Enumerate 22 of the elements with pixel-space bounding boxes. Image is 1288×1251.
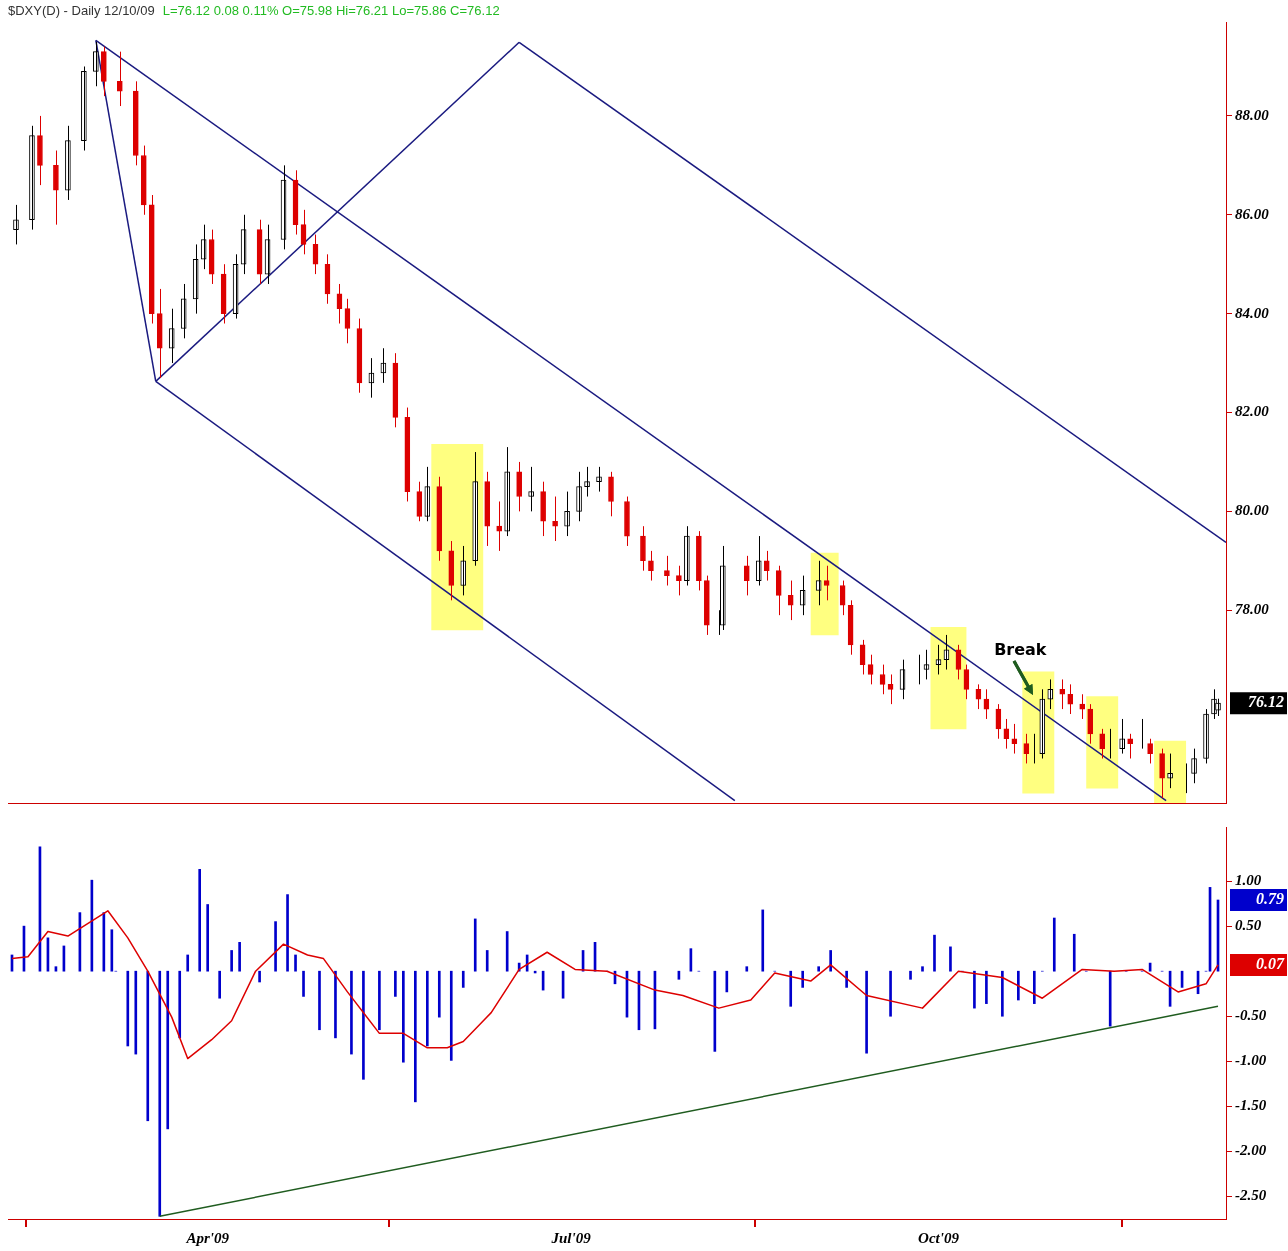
y-tick-label: 84.00 xyxy=(1235,304,1270,321)
y-tick-label: -0.50 xyxy=(1235,1007,1267,1024)
y-tick-label: -2.00 xyxy=(1235,1142,1267,1159)
annotation: Break xyxy=(994,640,1047,660)
y-tick-label: 80.00 xyxy=(1235,502,1270,519)
y-tick-label: 1.00 xyxy=(1235,871,1262,888)
chart-title: $DXY(D) - Daily 12/10/09 xyxy=(8,3,155,18)
y-tick-label: -1.50 xyxy=(1235,1097,1267,1114)
y-tick-label: -2.50 xyxy=(1235,1187,1267,1204)
text: 0.07 xyxy=(1256,955,1285,973)
y-tick-label: -1.00 xyxy=(1235,1052,1267,1069)
chart-subtitle: L=76.12 0.08 0.11% O=75.98 Hi=76.21 Lo=75.86 C=76.12 xyxy=(162,3,500,18)
text: 76.12 xyxy=(1248,693,1284,711)
x-tick-label: Jul'09 xyxy=(550,1229,592,1246)
x-tick-label: Apr'09 xyxy=(185,1229,230,1246)
y-tick-label: 88.00 xyxy=(1235,106,1270,123)
y-tick-label: 86.00 xyxy=(1235,205,1270,222)
x-tick-label: Oct'09 xyxy=(918,1229,960,1246)
y-tick-label: 0.50 xyxy=(1235,917,1262,933)
text: 0.79 xyxy=(1256,890,1284,908)
y-tick-label: 82.00 xyxy=(1235,403,1270,420)
y-tick-label: 78.00 xyxy=(1235,601,1270,618)
